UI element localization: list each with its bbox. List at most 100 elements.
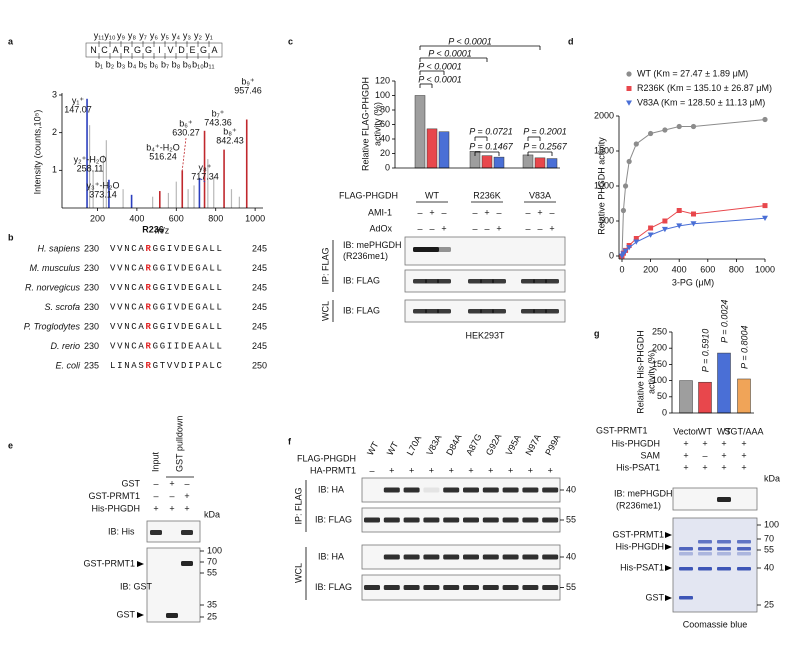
row-label: FLAG-PHGDH: [339, 190, 398, 200]
site-residue: R: [146, 264, 153, 274]
band: [403, 517, 420, 523]
point: [676, 208, 682, 213]
residue: E: [189, 45, 195, 55]
y-tick-label: 60: [380, 119, 390, 129]
sequence-part: GGIIDEAALL: [153, 342, 224, 352]
gel-band: [737, 540, 751, 544]
site-residue: R: [146, 342, 153, 352]
y-tick-label: 200: [652, 343, 667, 353]
band: [482, 585, 499, 590]
y-ion: y₃: [183, 30, 192, 40]
end-position: 245: [252, 302, 267, 312]
band: [521, 309, 535, 314]
start-position: 230: [84, 302, 99, 312]
band: [522, 585, 539, 590]
y-axis-label: activity (%): [372, 102, 382, 146]
band: [542, 585, 559, 590]
peak-ion-label: b₆⁺: [179, 118, 193, 128]
sign: +: [169, 478, 174, 488]
sequence: LINASRGTVVDIPALC: [110, 361, 224, 371]
sign: +: [721, 438, 726, 448]
marker-label: 70: [207, 556, 217, 566]
band: [502, 517, 519, 523]
y-tick-label: 0: [609, 250, 614, 260]
species: M. musculus: [29, 263, 80, 273]
band: [425, 279, 439, 284]
y-tick-label: 50: [657, 391, 667, 401]
peak-mz-label: 630.27: [172, 127, 200, 137]
p-value: P = 0.0721: [469, 126, 512, 136]
row-label: HA-PRMT1: [310, 465, 356, 475]
lane-label: G92A: [484, 432, 504, 457]
x-tick-label: 400: [672, 264, 687, 274]
ip-label: IP: FLAG: [320, 247, 330, 284]
unit-label: kDa: [204, 509, 220, 519]
gel-band: [698, 552, 712, 556]
gel-band: [679, 552, 693, 556]
band: [413, 247, 427, 252]
sign: +: [508, 465, 513, 475]
cell-line: HEK293T: [465, 330, 505, 340]
bar: [481, 155, 493, 169]
y-ion: y₅: [161, 30, 170, 40]
residue: D: [178, 45, 185, 55]
y-ion: y₄: [172, 30, 181, 40]
panel-label: b: [8, 232, 14, 242]
sequence-part: GGIVDEGALL: [153, 244, 224, 254]
panel-label: e: [8, 440, 13, 450]
category-label: WT: [425, 190, 439, 200]
p-value: P < 0.0001: [428, 48, 471, 58]
band: [437, 309, 451, 314]
wcl-label: WCL: [293, 563, 303, 583]
marker-label: 40: [566, 551, 576, 561]
peak-ion-label: y₂⁺-H₂O: [74, 154, 107, 164]
sign: +: [441, 223, 446, 233]
x-axis-label: m/z: [155, 225, 170, 235]
sign: +: [389, 465, 394, 475]
band-label: His-PSAT1: [620, 562, 664, 572]
sign: –: [537, 223, 542, 233]
y-axis-label: Intensity (counts,10⁵): [32, 110, 42, 195]
column-label: Input: [150, 451, 160, 472]
category-label: R236K: [473, 190, 501, 200]
category-label: WT: [698, 426, 712, 436]
point: [662, 218, 668, 224]
unit-label: kDa: [764, 473, 780, 483]
point: [762, 215, 768, 221]
bar: [522, 154, 534, 169]
bar: [426, 128, 438, 169]
b-ion: b₂: [106, 59, 115, 69]
sign: +: [429, 207, 434, 217]
lane-label: WT: [385, 440, 401, 457]
residue: V: [167, 45, 173, 55]
peak-mz-label: 717.34: [191, 171, 219, 181]
x-tick-label: 200: [90, 213, 105, 223]
sign: +: [184, 503, 189, 513]
y-axis-label: Relative FLAG-PHGDH: [360, 77, 370, 171]
sign: +: [153, 503, 158, 513]
band: [482, 487, 499, 493]
point: [622, 248, 629, 254]
band-label: GST: [116, 609, 135, 619]
blot-label: IB: HA: [318, 551, 344, 561]
ip-label: IP: FLAG: [293, 487, 303, 524]
blot-label: IB: GST: [120, 581, 153, 591]
band: [522, 517, 539, 523]
band: [437, 247, 451, 252]
point: [676, 123, 682, 130]
peak-ion-label: y₈⁺: [199, 162, 212, 172]
row-label: GST-PRMT1: [88, 491, 140, 501]
point: [691, 211, 696, 217]
gel-band: [717, 567, 731, 571]
sequence-part: GTVVDIPALC: [153, 361, 224, 371]
sign: +: [721, 462, 726, 472]
peak-ion-label: b₈⁺: [223, 126, 237, 136]
b-ion: b₈: [172, 59, 181, 69]
band: [463, 517, 479, 523]
y-axis-label: Relative His-PHGDH: [635, 330, 645, 414]
band: [383, 487, 400, 493]
point: [633, 141, 639, 147]
x-tick-label: 0: [619, 264, 624, 274]
y-ion: y₁₀: [104, 30, 116, 40]
